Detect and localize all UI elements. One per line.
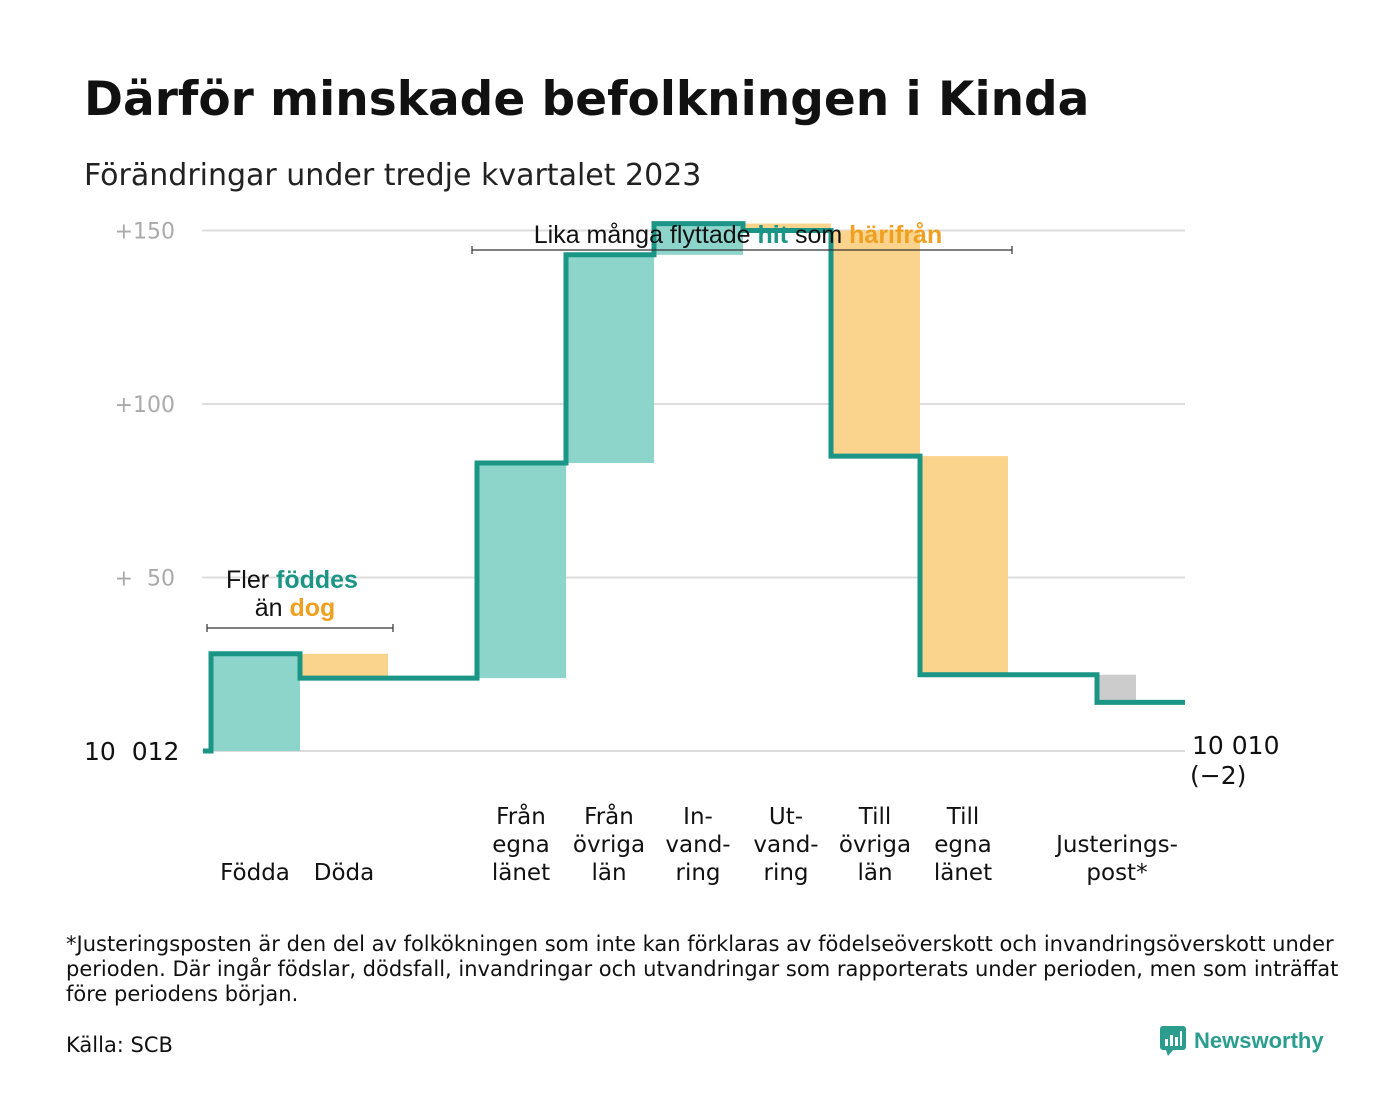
y-tick-label: + 50 bbox=[115, 567, 175, 592]
births-bracket bbox=[206, 624, 394, 632]
category-label: ring bbox=[763, 860, 808, 886]
annotation-migration-word-hit: hit bbox=[757, 221, 788, 249]
brand-name: Newsworthy bbox=[1194, 1028, 1324, 1053]
category-label: Ut- bbox=[769, 804, 803, 830]
annotation-migration-text-a: Lika många flyttade bbox=[534, 221, 758, 249]
category-labels: Födda DödaFrånegnalänetFrånövrigalänIn-va… bbox=[220, 802, 1178, 886]
start-value-label: 10 012 bbox=[84, 737, 179, 766]
footnote: *Justeringsposten är den del av folkökni… bbox=[66, 932, 1339, 1006]
bar bbox=[920, 456, 1008, 675]
category-label: vand- bbox=[753, 832, 818, 858]
bar bbox=[211, 653, 300, 751]
annotation-births-text-a: Fler bbox=[226, 566, 276, 594]
bar bbox=[1097, 674, 1136, 703]
category-label: övriga bbox=[839, 832, 911, 858]
category-label: post* bbox=[1086, 860, 1147, 886]
category-label: länet bbox=[492, 860, 550, 886]
chart-title: Därför minskade befolkningen i Kinda bbox=[84, 72, 1090, 127]
migration-bracket bbox=[471, 246, 1013, 254]
chart-subtitle: Förändringar under tredje kvartalet 2023 bbox=[84, 158, 702, 193]
category-label: Från bbox=[584, 802, 634, 830]
category-label: In- bbox=[683, 804, 713, 830]
grid-layer bbox=[202, 229, 1185, 752]
category-label: län bbox=[591, 860, 626, 886]
births-annotation: Fler föddes än dog bbox=[206, 566, 394, 632]
category-label: län bbox=[857, 860, 892, 886]
migration-annotation: Lika många flyttade hit som härifrån bbox=[471, 221, 1013, 254]
bar bbox=[300, 653, 388, 679]
newsworthy-logo-icon bbox=[1160, 1026, 1186, 1056]
bar bbox=[566, 254, 654, 463]
category-label: Födda bbox=[220, 860, 290, 886]
bar-layer bbox=[211, 223, 1136, 751]
y-tick-label: +150 bbox=[115, 220, 175, 245]
y-tick-label: +100 bbox=[115, 393, 175, 418]
annotation-births-text-b: än bbox=[255, 594, 290, 622]
step-line bbox=[203, 221, 1185, 754]
category-label: Till bbox=[946, 804, 980, 830]
svg-text:än dog: än dog bbox=[255, 594, 336, 622]
bar bbox=[477, 462, 566, 679]
category-label: vand- bbox=[665, 832, 730, 858]
category-label: Döda bbox=[314, 860, 374, 886]
end-change-label: (−2) bbox=[1190, 761, 1246, 790]
category-label: länet bbox=[934, 860, 992, 886]
bar bbox=[831, 230, 920, 457]
svg-text:Fler föddes: Fler föddes bbox=[226, 566, 358, 594]
brand-logo: Newsworthy bbox=[1160, 1026, 1324, 1056]
category-label: Till bbox=[858, 804, 892, 830]
category-label: egna bbox=[492, 832, 549, 858]
svg-text:Lika många flyttade hit som hä: Lika många flyttade hit som härifrån bbox=[534, 221, 943, 249]
waterfall-chart: +150 +100 + 50 10 012 10 010 (−2) Födda Död… bbox=[84, 220, 1279, 887]
bar bbox=[743, 223, 831, 231]
annotation-migration-word-harifran: härifrån bbox=[849, 221, 942, 249]
category-label: Justerings- bbox=[1054, 832, 1178, 858]
y-axis-ticks: +150 +100 + 50 bbox=[115, 220, 175, 592]
annotation-births-word-dog: dog bbox=[289, 594, 335, 622]
annotation-births-word-fodde: föddes bbox=[276, 566, 358, 594]
category-label: ring bbox=[675, 860, 720, 886]
category-label: egna bbox=[934, 832, 991, 858]
category-label: övriga bbox=[573, 832, 645, 858]
category-label: Från bbox=[496, 802, 546, 830]
end-value-label: 10 010 bbox=[1192, 731, 1279, 760]
source-note: Källa: SCB bbox=[66, 1033, 173, 1057]
annotation-migration-text-c: som bbox=[788, 221, 849, 249]
